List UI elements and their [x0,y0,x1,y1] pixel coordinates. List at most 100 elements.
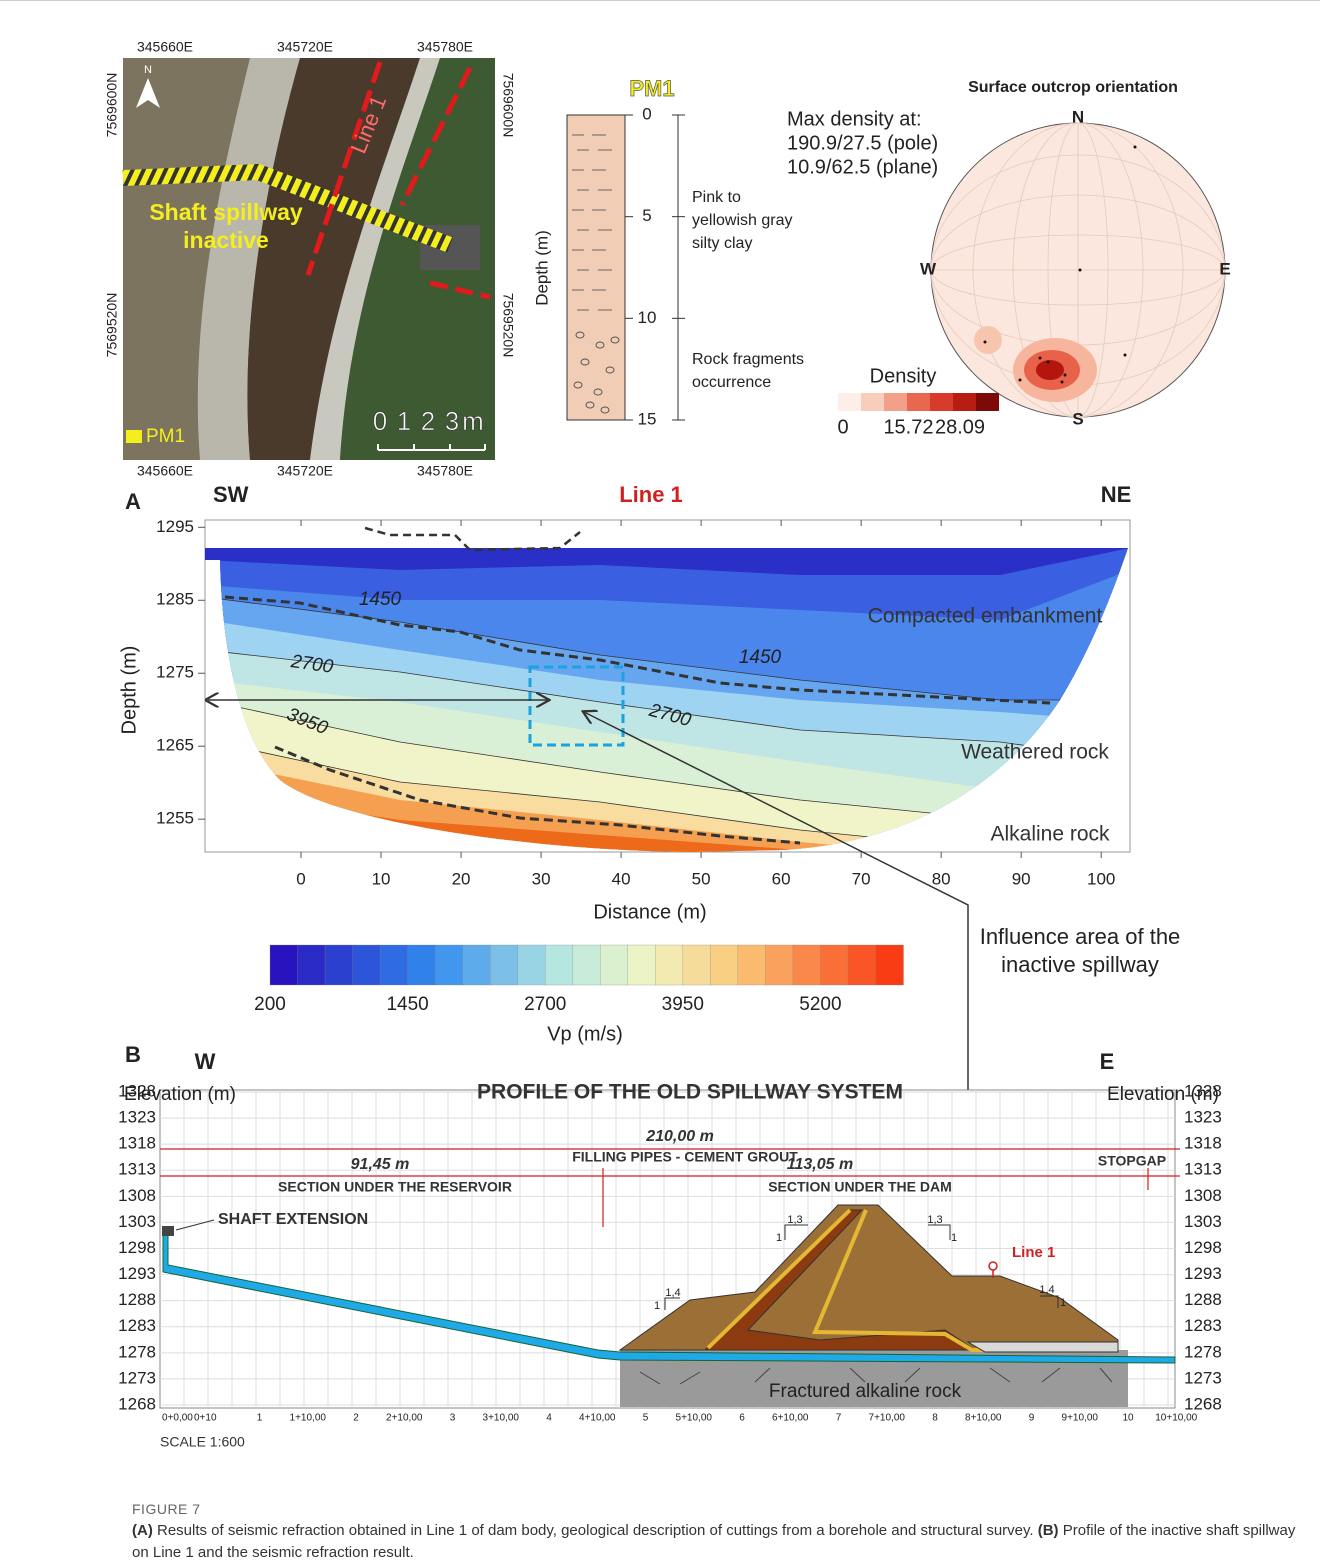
y-tick-label: 1278 [1184,1342,1222,1361]
colorbar-swatch [573,945,601,985]
y-tick-label: 1255 [156,809,194,828]
annotation: Influence area of the [980,924,1181,949]
description: Rock fragments [692,351,804,368]
x-tick-label: 40 [612,869,631,888]
station-label: 5 [643,1413,649,1424]
colorbar-swatch [325,945,353,985]
scale-label: SCALE 1:600 [160,1434,245,1450]
y-tick-label: 1283 [118,1316,156,1335]
y-tick-label: 1293 [1184,1264,1222,1283]
slope-label: 1 [776,1232,782,1244]
end-label: SW [213,482,249,507]
depth-tick-label: 5 [642,206,651,225]
x-tick-label: 70 [852,869,871,888]
axis-label: Distance (m) [593,901,706,923]
colorbar-tick-label: 5200 [799,994,841,1015]
y-tick-label: 1308 [1184,1186,1222,1205]
map-coord: 345780E [417,463,473,479]
y-tick-label: 1313 [1184,1160,1222,1179]
stereonet [931,123,1225,417]
direction: N [1072,107,1084,126]
description: Pink to [692,189,741,206]
colorbar-swatch [793,945,821,985]
y-tick-label: 1275 [156,663,194,682]
panel-label: B [125,1042,141,1067]
description: silty clay [692,235,752,252]
pole-point [1064,374,1067,377]
x-tick-label: 10 [372,869,391,888]
x-tick-label: 60 [772,869,791,888]
legend-tick-label: 28.09 [935,416,985,438]
y-tick-label: 1265 [156,736,194,755]
axis-label: Elevation (m) [124,1084,236,1105]
y-tick-label: 1298 [118,1238,156,1257]
axis-label: Depth (m) [532,230,551,306]
end-label: E [1100,1049,1115,1074]
map-coord: 7569600N [104,73,120,138]
density-blob [1036,360,1064,380]
section-label: SHAFT EXTENSION [218,1211,368,1228]
density-swatch [930,393,953,411]
pole-point [1039,357,1042,360]
north-label: N [144,64,152,76]
map-spillway-label: Shaft spillway [149,199,303,225]
station-label: 9+10,00 [1062,1413,1099,1424]
colorbar-tick-label: 3950 [662,994,704,1015]
y-tick-label: 1278 [118,1342,156,1361]
station-label: 7 [836,1413,842,1424]
slope-label: 1,3 [787,1214,802,1226]
axis-label: Elevation (m) [1107,1084,1219,1105]
y-tick-label: 1273 [118,1368,156,1387]
y-tick-label: 1268 [1184,1394,1222,1413]
annotation: inactive spillway [1001,952,1159,977]
pole-point [1061,381,1064,384]
caption-tag: (B) [1038,1522,1059,1539]
y-tick-label: 1318 [118,1134,156,1153]
description: occurrence [692,374,771,391]
stereonet-title: Surface outcrop orientation [968,79,1178,96]
colorbar-swatch [875,945,903,985]
direction: W [920,259,937,278]
map-coord: 7569600N [500,73,516,138]
colorbar-swatch [848,945,876,985]
rock-label: Fractured alkaline rock [769,1381,962,1402]
borehole-column [567,115,625,420]
colorbar-swatch [628,945,656,985]
slope-label: 1,4 [665,1287,680,1299]
station-label: 6+10,00 [772,1413,809,1424]
density-swatch [838,393,861,411]
map [123,58,495,460]
y-tick-label: 1268 [118,1394,156,1413]
depth-tick-label: 10 [638,308,657,327]
layer-label: Alkaline rock [990,823,1110,846]
line-title: Line 1 [619,482,683,507]
y-tick-label: 1293 [118,1264,156,1283]
colorbar-swatch [298,945,326,985]
map-coord: 345720E [277,39,333,55]
section-label: SECTION UNDER THE DAM [768,1179,952,1195]
scale-label: 2 [421,406,435,436]
colorbar-swatch [353,945,381,985]
max-density: Max density at: [787,108,922,130]
description: yellowish gray [692,212,792,229]
pole-point [984,341,987,344]
colorbar [270,945,904,985]
y-tick-label: 1273 [1184,1368,1222,1387]
map-spillway-label: inactive [183,227,269,253]
y-tick-label: 1288 [118,1290,156,1309]
caption-part: Results of seismic refraction obtained i… [153,1522,1038,1539]
end-label: W [195,1049,216,1074]
profile-title: PROFILE OF THE OLD SPILLWAY SYSTEM [477,1081,903,1104]
pole-point [1134,146,1137,149]
line-marker-label: Line 1 [1012,1244,1055,1261]
y-tick-label: 1283 [1184,1316,1222,1335]
station-label: 3 [450,1413,456,1424]
station-label: 8+10,00 [965,1413,1002,1424]
colorbar-tick-label: 2700 [524,994,566,1015]
colorbar-swatch [655,945,683,985]
scale-label: 0 [373,406,387,436]
figure-label: FIGURE 7 [132,1498,1302,1520]
colorbar-swatch [765,945,793,985]
station-label: 10 [1122,1413,1134,1424]
station-label: 4+10,00 [579,1413,616,1424]
